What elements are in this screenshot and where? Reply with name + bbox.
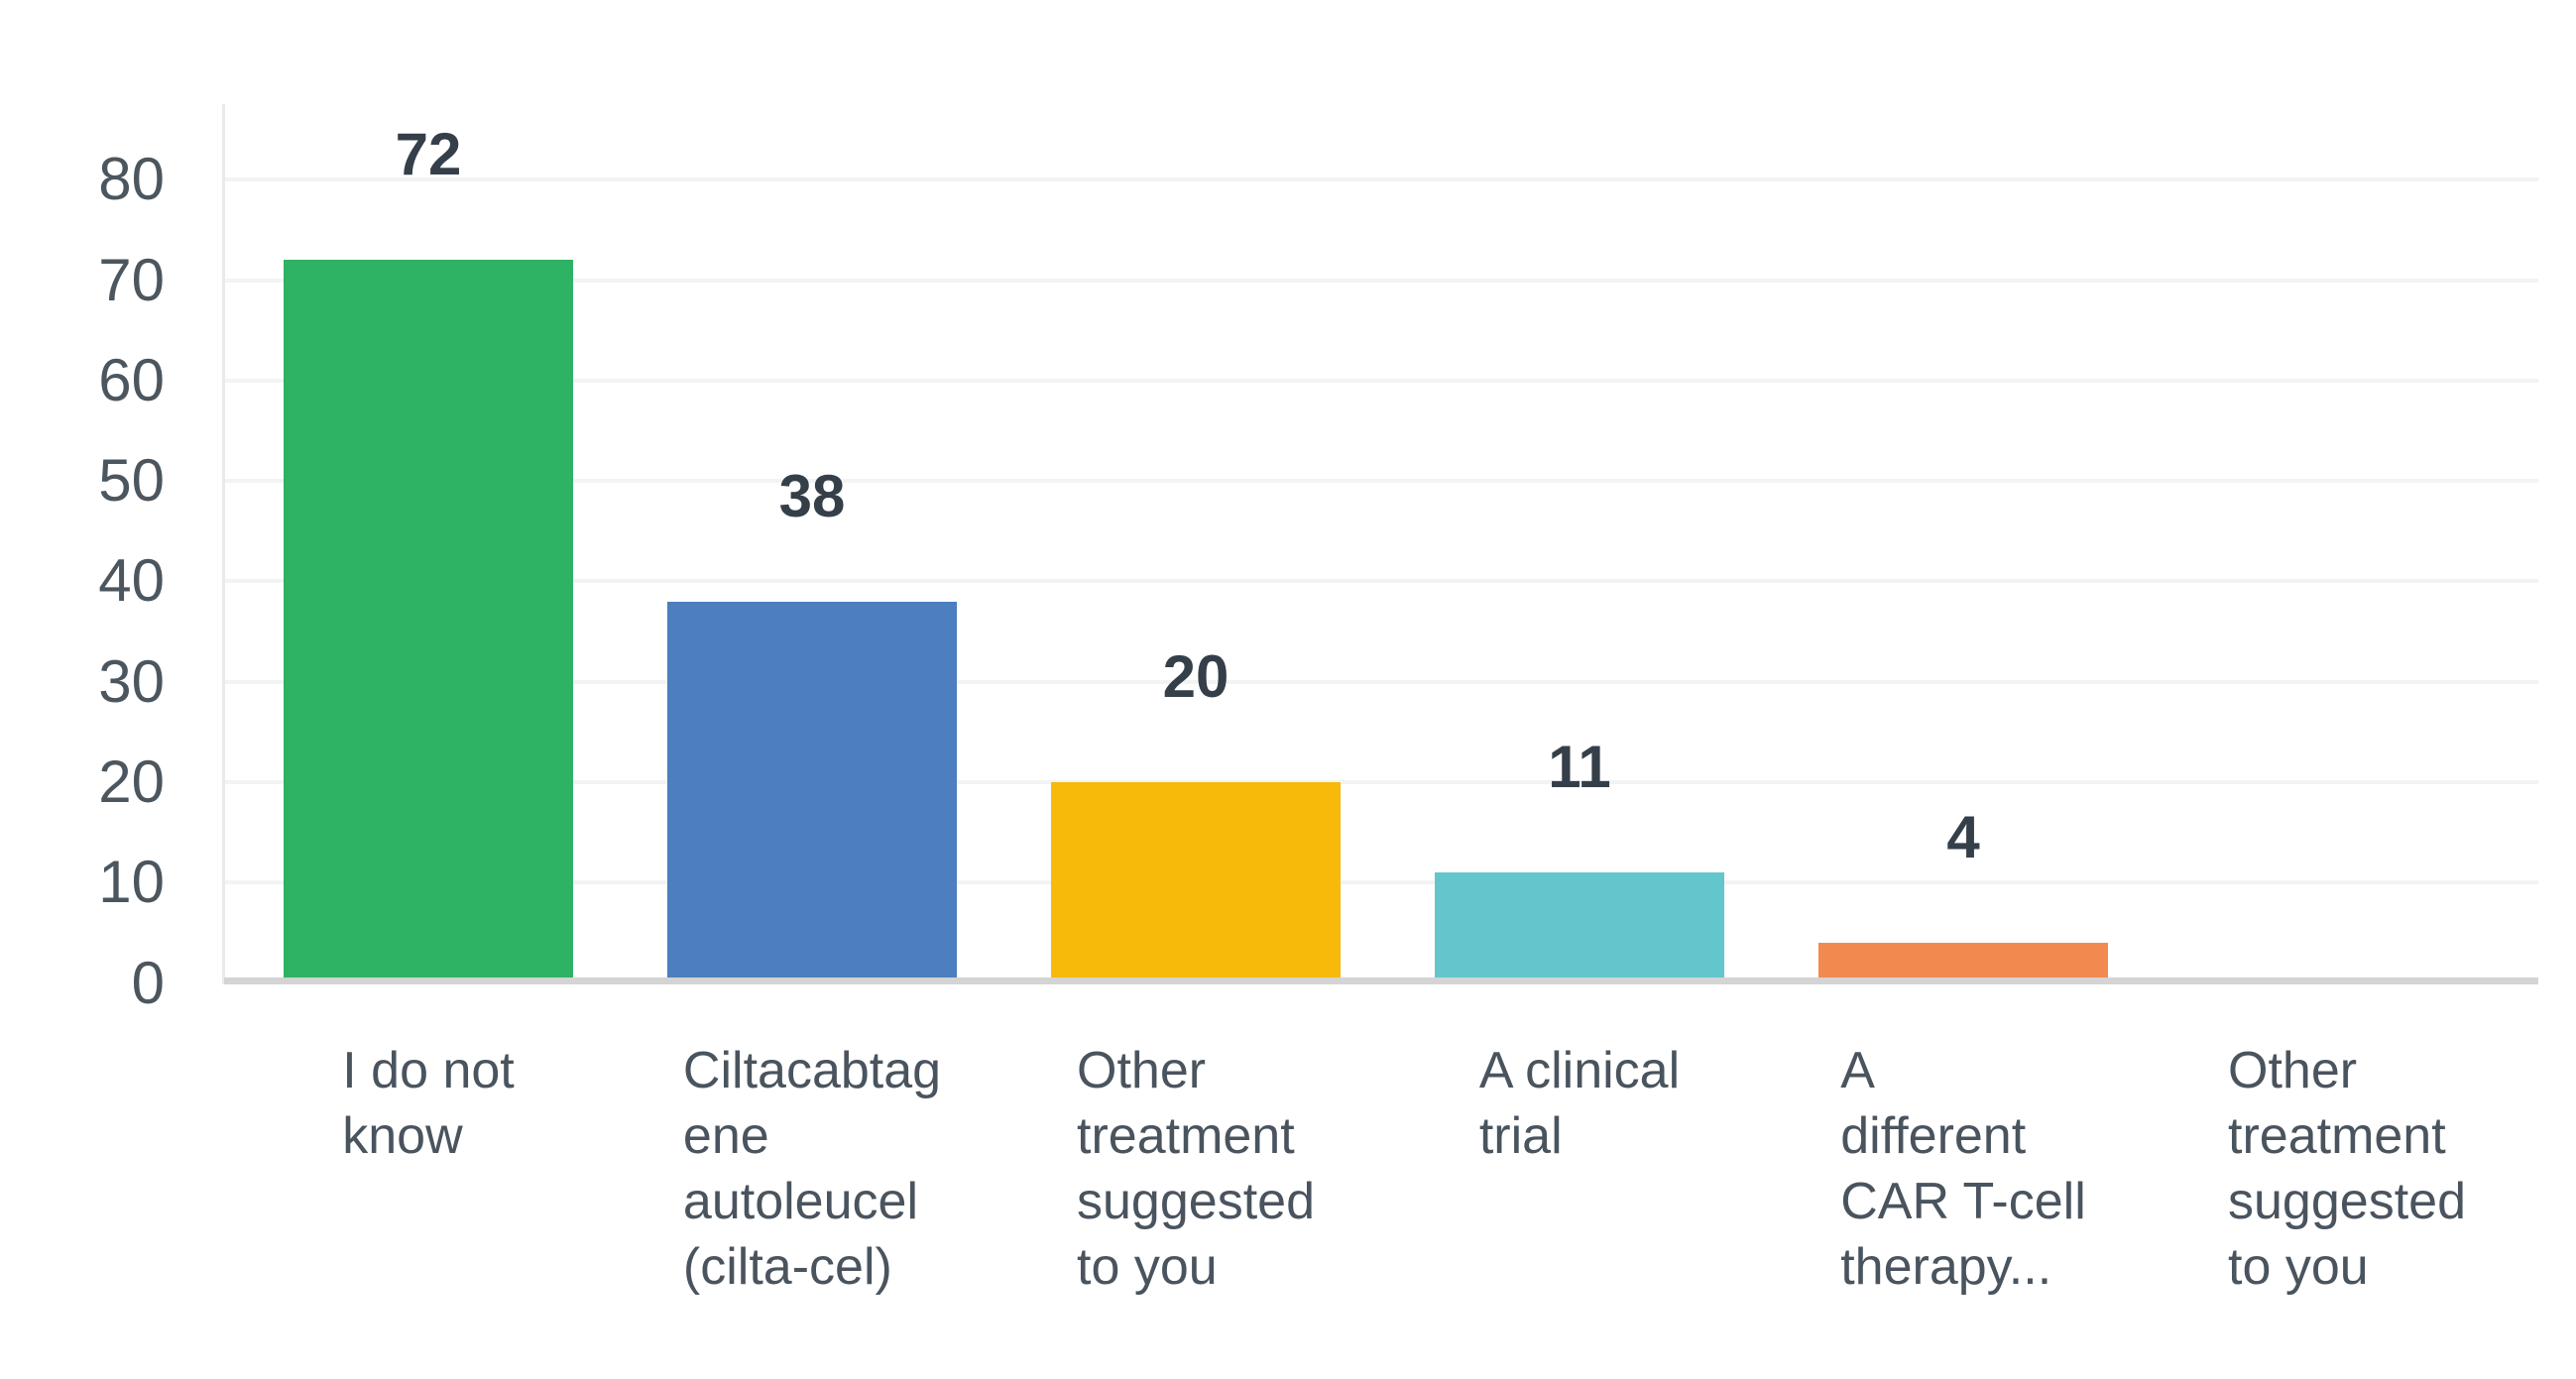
bar-value-label: 20 — [1162, 643, 1229, 710]
y-gridline — [224, 177, 2538, 181]
x-axis-category-label: Ciltacabtag ene autoleucel (cilta-cel) — [554, 1038, 1070, 1300]
y-axis-tick-label: 40 — [98, 547, 165, 614]
y-axis-tick-label: 10 — [98, 849, 165, 915]
y-gridline — [224, 680, 2538, 684]
x-axis-category-label-text: I do not know — [342, 1042, 515, 1165]
y-gridline — [224, 780, 2538, 784]
y-gridline — [224, 880, 2538, 884]
x-axis-category-label: A different CAR T-cell therapy... — [1705, 1038, 2221, 1300]
x-axis-category-label: I do not know — [171, 1038, 686, 1169]
x-axis-category-label-text: Ciltacabtag ene autoleucel (cilta-cel) — [682, 1042, 942, 1296]
x-axis-line — [224, 977, 2538, 984]
bar — [1818, 943, 2108, 977]
y-axis-line — [222, 104, 225, 984]
bar — [1435, 872, 1724, 977]
y-axis-tick-label: 80 — [98, 146, 165, 212]
bar — [1051, 782, 1341, 977]
bar — [284, 260, 573, 977]
bar-value-label: 11 — [1548, 734, 1611, 800]
x-axis-category-label-text: Other treatment suggested to you — [1077, 1042, 1315, 1296]
bar — [667, 602, 957, 977]
x-axis-category-label-text: A different CAR T-cell therapy... — [1840, 1042, 2086, 1296]
x-axis-category-label: A clinical trial — [1322, 1038, 1837, 1169]
bar-value-label: 38 — [778, 463, 846, 529]
x-axis-category-label: Other treatment suggested to you — [938, 1038, 1454, 1300]
y-axis-tick-label: 70 — [98, 247, 165, 313]
y-axis-tick-label: 30 — [98, 648, 165, 715]
y-axis-tick-label: 20 — [98, 748, 165, 815]
bar-value-label: 4 — [1946, 804, 1980, 870]
y-axis-tick-label: 60 — [98, 347, 165, 413]
bar-value-label: 72 — [395, 121, 462, 187]
x-axis-category-label-text: A clinical trial — [1478, 1042, 1681, 1165]
y-gridline — [224, 479, 2538, 483]
y-axis-tick-label: 50 — [98, 447, 165, 514]
x-axis-category-label-text: Other treatment suggested to you — [2228, 1042, 2466, 1296]
y-gridline — [224, 279, 2538, 283]
y-gridline — [224, 379, 2538, 383]
y-axis-tick-label: 0 — [131, 950, 165, 1016]
x-axis-category-label: Other treatment suggested to you — [2089, 1038, 2576, 1300]
y-gridline — [224, 579, 2538, 583]
